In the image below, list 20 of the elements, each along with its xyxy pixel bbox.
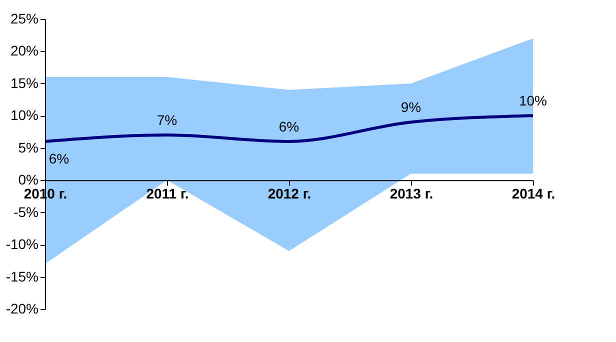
y-tick-label: 0% [18, 172, 38, 188]
data-label: 10% [518, 92, 548, 109]
data-label: 6% [48, 150, 70, 166]
data-label: 6% [278, 118, 300, 134]
data-label: 9% [400, 99, 422, 116]
line-series [44, 114, 534, 143]
y-tick-label: 15% [10, 74, 38, 91]
y-tick-label: -10% [6, 236, 38, 252]
y-tick-label: 25% [10, 10, 38, 26]
x-tick-label: 2011 г. [146, 186, 189, 202]
data-label: 7% [156, 112, 178, 128]
x-tick-label: 2013 г. [390, 186, 434, 202]
y-tick-label: 5% [18, 139, 38, 156]
x-tick-label: 2014 г. [512, 186, 556, 202]
y-tick-label: -5% [14, 204, 38, 220]
y-tick-label: -15% [6, 268, 38, 284]
y-tick-label: -20% [6, 300, 38, 316]
y-tick-label: 20% [10, 42, 38, 59]
x-tick-label: 2012 г. [268, 186, 312, 202]
y-tick-label: 10% [10, 107, 38, 124]
